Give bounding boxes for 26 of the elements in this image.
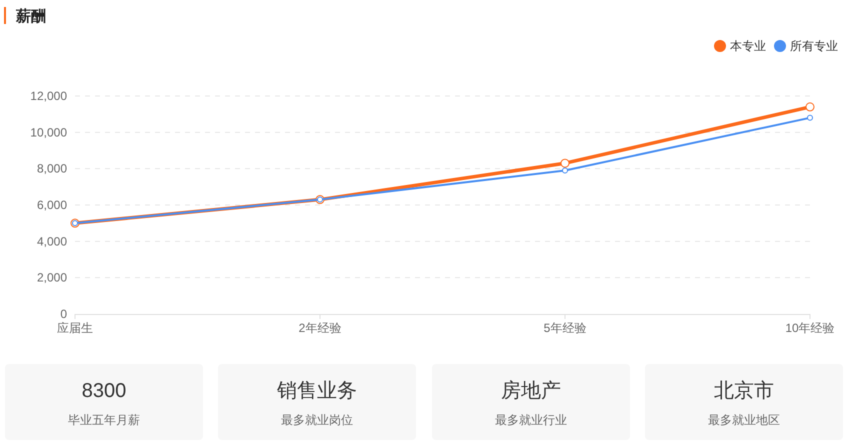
x-tick-label: 2年经验 [298,321,342,335]
text: 毕业五年月薪 [67,412,141,428]
y-tick-label: 4,000 [36,234,68,248]
y-tick-label: 0 [60,307,68,321]
y-tick-label: 8,000 [36,162,68,176]
text: 最多就业岗位 [280,412,354,428]
point [560,158,570,168]
y-tick-label: 12,000 [30,89,68,103]
text: 北京市 [713,379,775,404]
x-tick-label: 5年经验 [544,321,586,335]
point [807,114,813,121]
text: 最多就业行业 [494,412,568,428]
y-tick-label: 2,000 [36,270,68,285]
x-tick-label: 10年经验 [785,321,835,335]
text: 最多就业地区 [707,412,781,428]
legend-label: 所有专业 [790,39,838,53]
y-tick-label: 10,000 [30,125,68,140]
text: 房地产 [500,379,562,404]
text: 销售业务 [276,379,358,404]
point [562,167,568,174]
legend-label: 本专业 [730,39,766,53]
title: 薪酬 [16,8,46,25]
text: 8300 [80,379,128,404]
y-tick-label: 6,000 [36,198,68,212]
x-tick-label: 应届生 [57,321,93,335]
point [806,102,814,112]
